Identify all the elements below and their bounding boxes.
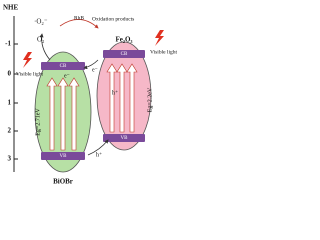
biobr-electron: e⁻ bbox=[64, 73, 70, 79]
hole-transfer bbox=[87, 139, 109, 156]
rhb: RhB bbox=[74, 15, 84, 21]
oxygen: O₂ bbox=[37, 36, 45, 44]
biobr-vb bbox=[41, 152, 85, 160]
tick-label: 0 bbox=[8, 70, 12, 78]
biobr-gap: Eg=2.71eV bbox=[35, 108, 41, 136]
light-left: Visible light bbox=[16, 71, 43, 77]
lightning-left bbox=[23, 52, 32, 68]
biobr-excitation-arrows bbox=[46, 77, 80, 151]
axis-label: NHE bbox=[3, 4, 19, 12]
fe2o3-gap: Eg=2.2eV bbox=[147, 87, 153, 112]
rhb-oxidation bbox=[59, 19, 99, 29]
diagram: NHE -1 0 1 2 3 CB VB Eg=2.2eV h⁺ Fe₂O₃ C… bbox=[3, 4, 177, 186]
oxygen-reduction bbox=[39, 33, 51, 61]
fe2o3-vb bbox=[103, 134, 145, 142]
fe2o3-vb-label: VB bbox=[121, 136, 129, 141]
fe2o3-excitation-arrows bbox=[106, 63, 138, 133]
fe2o3-hole: h⁺ bbox=[112, 89, 118, 96]
biobr-hole: h⁺ bbox=[96, 151, 102, 158]
fe2o3-cb-label: CB bbox=[121, 52, 128, 57]
products: Oxidation products bbox=[92, 16, 134, 22]
fe2o3-name: Fe₂O₃ bbox=[115, 36, 132, 44]
light-right: Visible light bbox=[150, 49, 177, 55]
biobr-cb bbox=[41, 62, 85, 70]
fe2o3-electron: e⁻ bbox=[92, 67, 98, 73]
tick-label: 1 bbox=[8, 99, 12, 107]
superoxide: ·O₂⁻ bbox=[34, 18, 48, 26]
fe2o3-cb bbox=[103, 50, 145, 58]
biobr-vb-label: VB bbox=[60, 154, 68, 159]
biobr-cb-label: CB bbox=[60, 64, 67, 69]
lightning-right bbox=[155, 30, 164, 46]
tick-label: 3 bbox=[8, 155, 12, 163]
electron-transfer bbox=[83, 59, 99, 70]
biobr-name: BiOBr bbox=[53, 178, 73, 186]
tick-label: -1 bbox=[5, 40, 11, 48]
axis-ticks bbox=[14, 43, 18, 160]
tick-label: 2 bbox=[8, 127, 12, 135]
